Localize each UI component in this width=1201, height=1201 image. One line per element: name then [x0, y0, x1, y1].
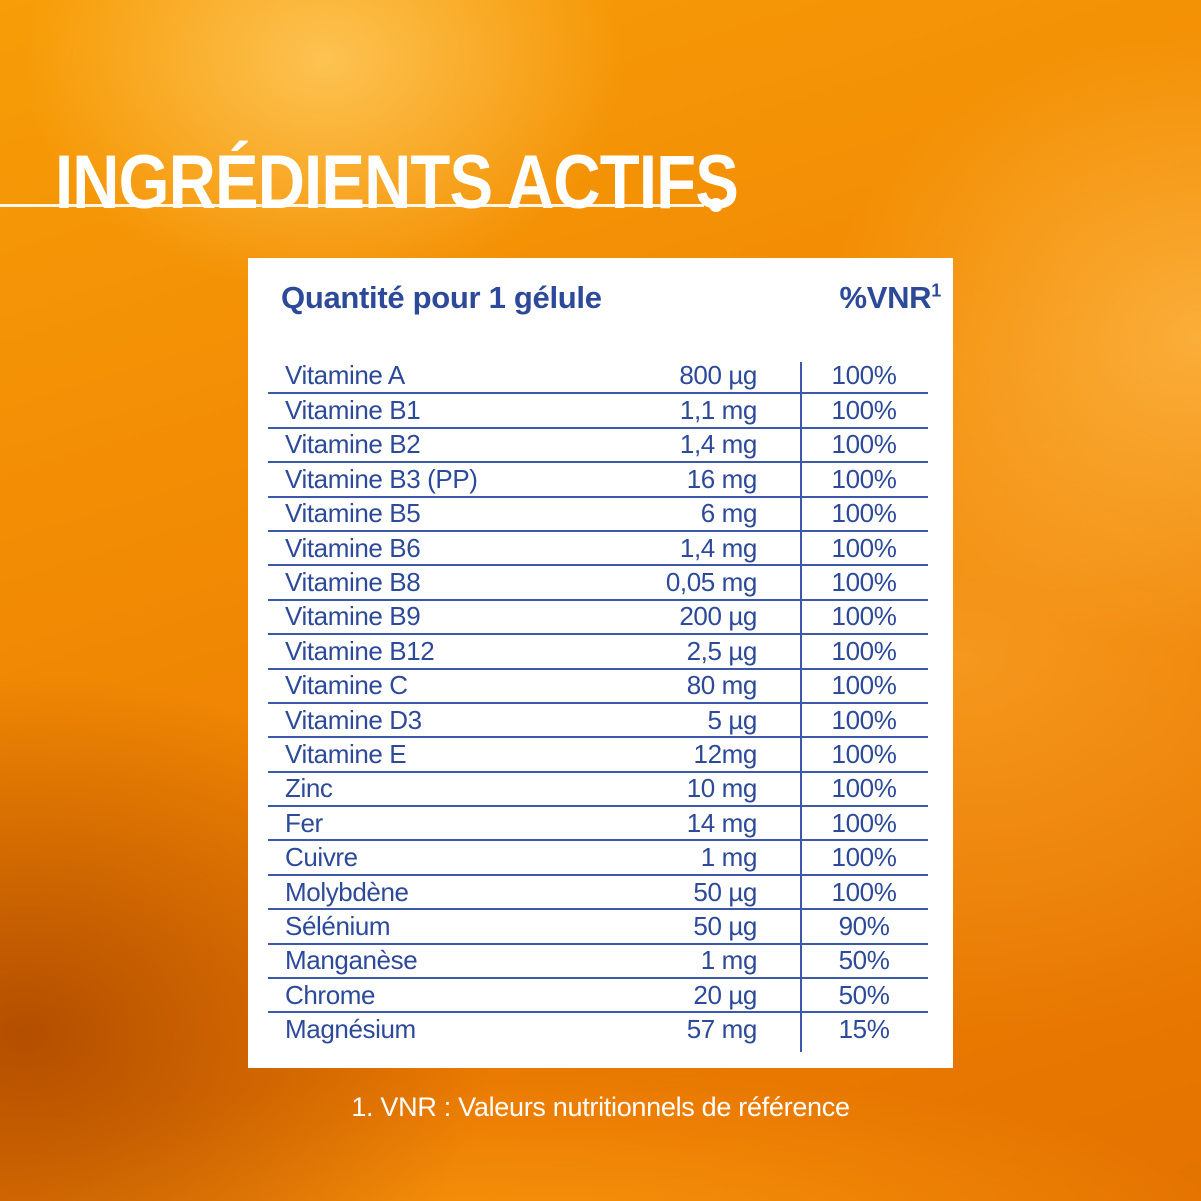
ingredient-name: Vitamine B5 [285, 498, 421, 529]
table-row: Chrome 20 µg 50% [268, 977, 928, 1011]
ingredient-vnr: 100% [831, 429, 897, 460]
ingredient-name: Sélénium [285, 910, 391, 941]
table-row: Zinc 10 mg 100% [268, 770, 928, 805]
ingredient-name: Cuivre [285, 842, 358, 873]
title-underline [0, 204, 704, 207]
ingredient-name: Vitamine B6 [285, 532, 421, 563]
column-divider [800, 362, 802, 1052]
table-header: Quantité pour 1 gélule %VNR1 [281, 280, 941, 316]
ingredient-quantity: 57 mg [686, 1014, 758, 1045]
ingredient-name: Vitamine B2 [285, 429, 421, 460]
ingredient-quantity: 10 mg [686, 773, 758, 804]
ingredient-name: Vitamine D3 [285, 704, 422, 735]
ingredient-name: Magnésium [285, 1014, 416, 1045]
ingredient-vnr: 100% [831, 463, 897, 494]
ingredient-vnr: 100% [831, 842, 897, 873]
table-row: Sélénium 50 µg 90% [268, 908, 928, 942]
ingredient-quantity: 50 µg [693, 910, 757, 941]
ingredient-quantity: 14 mg [686, 807, 758, 838]
ingredient-quantity: 50 µg [693, 876, 757, 907]
ingredient-quantity: 800 µg [679, 359, 757, 390]
ingredient-name: Zinc [285, 773, 333, 804]
table-row: Vitamine B5 6 mg 100% [268, 495, 928, 530]
ingredient-vnr: 90% [838, 910, 890, 941]
ingredient-vnr: 100% [831, 359, 897, 390]
ingredient-quantity: 12mg [693, 738, 758, 769]
ingredient-vnr: 100% [831, 635, 897, 666]
ingredient-quantity: 1 mg [700, 842, 758, 873]
ingredient-name: Vitamine E [285, 738, 407, 769]
table-row: Molybdène 50 µg 100% [268, 873, 928, 908]
ingredient-quantity: 1,1 mg [679, 395, 757, 426]
ingredient-vnr: 100% [831, 876, 897, 907]
table-row: Fer 14 mg 100% [268, 805, 928, 839]
table-row: Vitamine B8 0,05 mg 100% [268, 564, 928, 598]
table-row: Vitamine A 800 µg 100% [268, 358, 928, 392]
ingredient-vnr: 100% [831, 704, 897, 735]
ingredient-vnr: 100% [831, 532, 897, 563]
ingredient-quantity: 1 mg [700, 945, 758, 976]
title-underline-dot [709, 198, 723, 212]
ingredient-vnr: 100% [831, 807, 897, 838]
ingredients-card: Quantité pour 1 gélule %VNR1 Vitamine A … [248, 258, 953, 1068]
ingredient-quantity: 5 µg [707, 704, 757, 735]
ingredient-quantity: 80 mg [686, 670, 758, 701]
table-row: Vitamine B9 200 µg 100% [268, 598, 928, 633]
ingredient-name: Vitamine B9 [285, 601, 421, 632]
ingredient-name: Molybdène [285, 876, 409, 907]
table-row: Cuivre 1 mg 100% [268, 839, 928, 873]
ingredient-vnr: 50% [838, 979, 890, 1010]
ingredient-vnr: 100% [831, 498, 897, 529]
table-row: Vitamine B12 2,5 µg 100% [268, 633, 928, 667]
ingredient-vnr: 100% [831, 601, 897, 632]
ingredient-vnr: 15% [838, 1014, 890, 1045]
ingredient-name: Manganèse [285, 945, 418, 976]
quantity-column-header: Quantité pour 1 gélule [281, 280, 602, 315]
ingredient-name: Chrome [285, 979, 376, 1010]
table-row: Vitamine B2 1,4 mg 100% [268, 426, 928, 461]
table-row: Vitamine D3 5 µg 100% [268, 701, 928, 736]
ingredient-name: Vitamine B1 [285, 395, 421, 426]
table-row: Manganèse 1 mg 50% [268, 942, 928, 977]
page-title: INGRÉDIENTS ACTIFS [55, 139, 739, 225]
table-row: Vitamine B1 1,1 mg 100% [268, 392, 928, 426]
ingredient-name: Vitamine B12 [285, 635, 435, 666]
ingredient-vnr: 100% [831, 395, 897, 426]
ingredients-table: Vitamine A 800 µg 100% Vitamine B1 1,1 m… [268, 358, 928, 1052]
ingredient-quantity: 1,4 mg [679, 429, 757, 460]
ingredient-quantity: 1,4 mg [679, 532, 757, 563]
ingredient-quantity: 200 µg [679, 601, 757, 632]
ingredient-name: Vitamine C [285, 670, 408, 701]
vnr-footnote-marker: 1 [931, 280, 941, 301]
ingredient-vnr: 100% [831, 670, 897, 701]
ingredient-vnr: 100% [831, 773, 897, 804]
ingredient-quantity: 0,05 mg [665, 567, 758, 598]
vnr-footnote: 1. VNR : Valeurs nutritionnels de référe… [351, 1092, 850, 1122]
ingredient-name: Vitamine B8 [285, 567, 421, 598]
vnr-column-header: %VNR1 [839, 280, 941, 315]
table-row: Vitamine B3 (PP) 16 mg 100% [268, 461, 928, 495]
table-row: Vitamine C 80 mg 100% [268, 667, 928, 702]
ingredient-vnr: 50% [838, 945, 890, 976]
table-row: Magnésium 57 mg 15% [268, 1011, 928, 1045]
ingredient-name: Fer [285, 807, 323, 838]
ingredient-name: Vitamine B3 (PP) [285, 463, 478, 494]
ingredient-quantity: 6 mg [700, 498, 758, 529]
ingredient-quantity: 16 mg [686, 463, 758, 494]
table-row: Vitamine B6 1,4 mg 100% [268, 529, 928, 564]
table-row: Vitamine E 12mg 100% [268, 736, 928, 770]
ingredient-vnr: 100% [831, 738, 897, 769]
ingredient-vnr: 100% [831, 567, 897, 598]
ingredient-name: Vitamine A [285, 359, 405, 390]
ingredient-quantity: 2,5 µg [686, 635, 758, 666]
ingredient-quantity: 20 µg [693, 979, 757, 1010]
